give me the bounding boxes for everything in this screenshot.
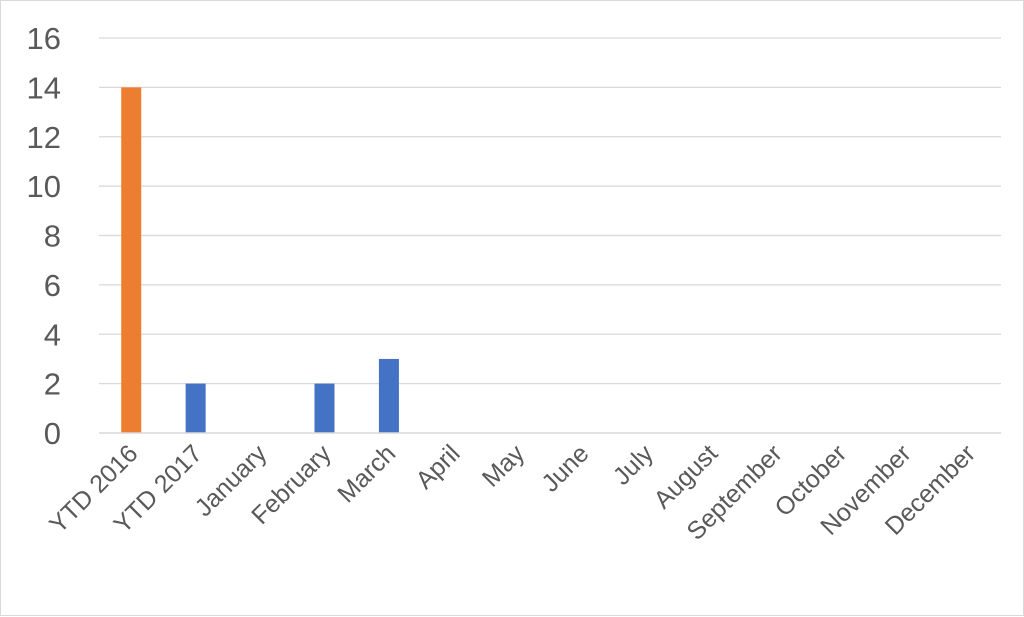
y-tick-label: 8: [44, 219, 61, 254]
x-tick-label: April: [410, 439, 465, 494]
bar-march: [378, 358, 399, 433]
y-tick-label: 2: [44, 367, 61, 402]
gridlines: [99, 37, 1001, 385]
bar-february: [314, 383, 335, 433]
y-tick-label: 14: [27, 70, 61, 105]
y-tick-label: 6: [44, 268, 61, 303]
y-tick-label: 4: [44, 317, 61, 352]
y-tick-label: 10: [27, 169, 61, 204]
y-tick-label: 12: [27, 120, 61, 155]
x-tick-label: May: [477, 439, 531, 493]
y-tick-label: 0: [44, 416, 61, 451]
x-tick-label: June: [536, 439, 594, 497]
y-axis-ticks: 0 2 4 6 8 10 12 14 16: [27, 21, 61, 451]
x-tick-label: March: [332, 439, 401, 508]
x-tick-label: July: [608, 439, 660, 491]
bar-ytd-2017: [185, 383, 206, 433]
bar-ytd-2016: [121, 87, 142, 433]
bars: [121, 87, 399, 433]
y-tick-label: 16: [27, 21, 61, 56]
